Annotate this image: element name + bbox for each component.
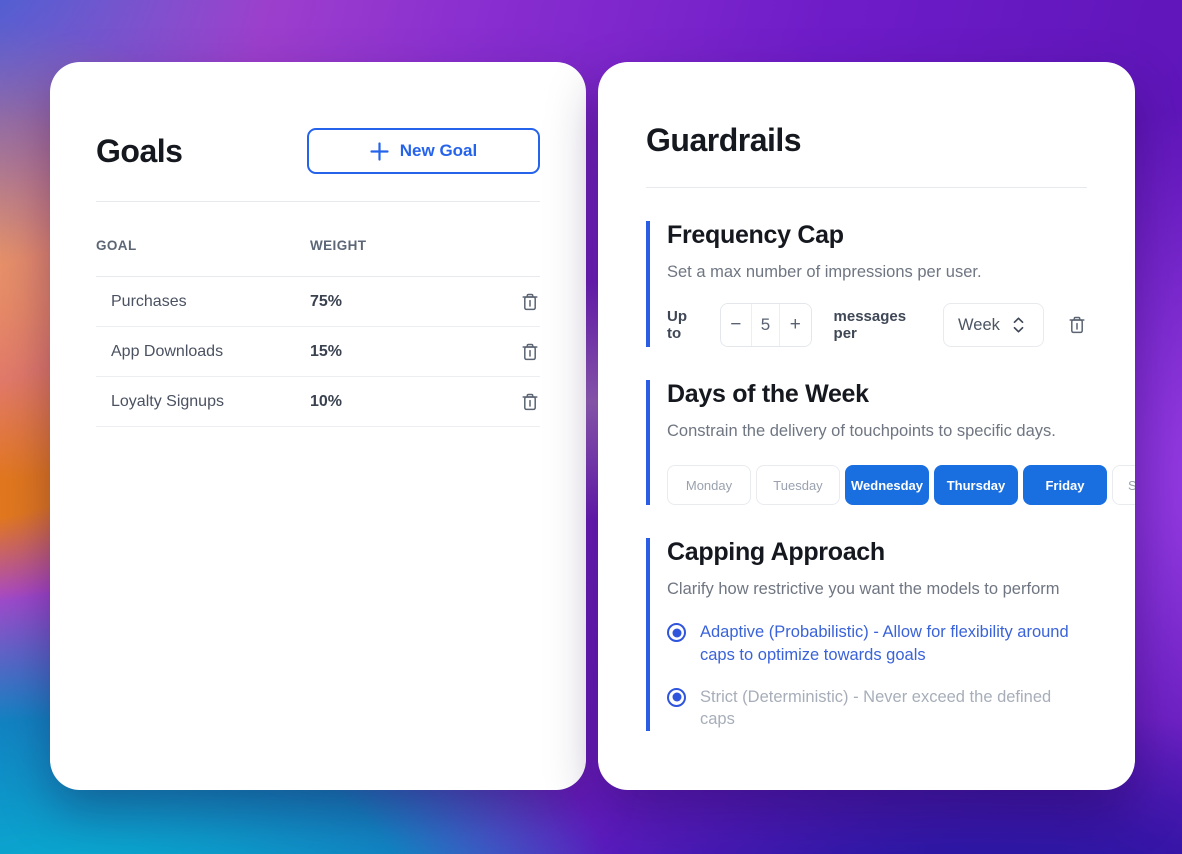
goals-title: Goals [96, 132, 183, 169]
capping-option-label: Strict (Deterministic) - Never exceed th… [700, 687, 1052, 729]
stepper-value[interactable]: 5 [751, 304, 781, 346]
guardrails-divider [646, 187, 1087, 188]
days-of-week-description: Constrain the delivery of touchpoints to… [667, 422, 1056, 440]
capping-approach-description: Clarify how restrictive you want the mod… [667, 580, 1060, 598]
frequency-cap-controls: Up to − 5 + messages per Week [667, 303, 1087, 347]
capping-option-strict[interactable]: Strict (Deterministic) - Never exceed th… [667, 686, 1087, 732]
day-button-friday[interactable]: Friday [1023, 465, 1107, 505]
new-goal-button[interactable]: New Goal [307, 128, 540, 174]
day-button-saturday[interactable]: Saturday [1112, 465, 1135, 505]
frequency-stepper: − 5 + [719, 303, 812, 347]
radio-icon[interactable] [667, 687, 686, 707]
goal-column-header: GOAL [96, 238, 137, 253]
goal-weight: 75% [310, 292, 343, 310]
guardrails-title: Guardrails [646, 122, 802, 158]
day-button-tuesday[interactable]: Tuesday [756, 465, 840, 505]
period-select[interactable]: Week [943, 303, 1044, 347]
weight-column-header: WEIGHT [310, 238, 367, 253]
days-of-week-title: Days of the Week [667, 380, 869, 408]
chevron-up-down-icon [1013, 317, 1024, 333]
trash-icon [522, 293, 538, 311]
stepper-decrement-button[interactable]: − [720, 304, 751, 346]
new-goal-label: New Goal [399, 141, 478, 160]
delete-goal-button[interactable] [520, 291, 540, 313]
frequency-cap-description: Set a max number of impressions per user… [667, 263, 982, 281]
plus-icon [370, 141, 389, 161]
day-button-monday[interactable]: Monday [667, 465, 751, 505]
capping-option-adaptive[interactable]: Adaptive (Probabilistic) - Allow for fle… [667, 621, 1087, 667]
goals-header: Goals New Goal [96, 128, 540, 174]
frequency-cap-title: Frequency Cap [667, 221, 844, 249]
radio-icon[interactable] [667, 623, 686, 642]
goal-weight: 10% [310, 392, 343, 410]
capping-approach-section: Capping Approach Clarify how restrictive… [646, 538, 1087, 732]
goals-table-header: GOAL WEIGHT [96, 238, 540, 277]
trash-icon [522, 393, 538, 411]
day-buttons-row: Monday Tuesday Wednesday Thursday Friday… [667, 465, 1135, 505]
capping-approach-title: Capping Approach [667, 538, 885, 566]
table-row: Purchases 75% [96, 277, 540, 327]
goal-name: Purchases [111, 292, 187, 310]
trash-icon [1069, 316, 1085, 334]
goal-name: Loyalty Signups [111, 392, 224, 410]
capping-options: Adaptive (Probabilistic) - Allow for fle… [667, 621, 1087, 731]
delete-frequency-cap-button[interactable] [1067, 314, 1087, 336]
delete-goal-button[interactable] [520, 391, 540, 413]
goals-card: Goals New Goal GOAL WEIGHT Purchases 75%… [50, 62, 586, 790]
days-of-week-section: Days of the Week Constrain the delivery … [646, 380, 1135, 505]
goals-divider [96, 201, 540, 202]
day-button-wednesday[interactable]: Wednesday [845, 465, 929, 505]
delete-goal-button[interactable] [520, 341, 540, 363]
table-row: Loyalty Signups 10% [96, 377, 540, 427]
goal-weight: 15% [310, 342, 343, 360]
table-row: App Downloads 15% [96, 327, 540, 377]
stepper-increment-button[interactable]: + [780, 304, 811, 346]
messages-per-label: messages per [833, 308, 907, 342]
trash-icon [522, 343, 538, 361]
frequency-cap-section: Frequency Cap Set a max number of impres… [646, 221, 1087, 347]
period-select-value: Week [958, 315, 1000, 334]
capping-option-label: Adaptive (Probabilistic) - Allow for fle… [700, 623, 1069, 664]
goal-name: App Downloads [111, 342, 224, 360]
up-to-label: Up to [667, 308, 687, 342]
day-button-thursday[interactable]: Thursday [934, 465, 1018, 505]
guardrails-card: Guardrails Frequency Cap Set a max numbe… [598, 62, 1135, 790]
